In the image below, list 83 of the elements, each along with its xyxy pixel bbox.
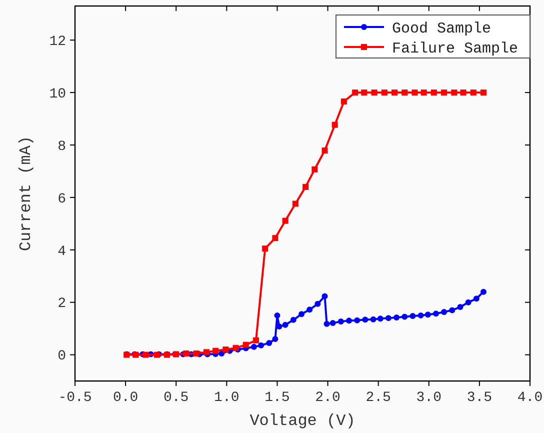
point [272,336,278,342]
x-tick-label: 0.5 [164,390,189,406]
point [290,316,296,323]
point [340,98,347,104]
point [370,316,376,322]
point [377,316,384,322]
legend-label: Good Sample [392,20,492,38]
x-tick-label: 2.0 [315,390,340,406]
x-tick-label: 3.5 [466,390,492,406]
point [381,90,388,96]
point [352,90,358,96]
x-tick-label: 1.0 [214,390,240,406]
point [183,350,190,356]
point [142,352,149,358]
point [354,317,360,324]
y-tick-label: 0 [58,348,66,365]
x-tick-label: -0.5 [58,390,92,406]
point [302,184,309,190]
point [338,318,344,324]
point [306,306,313,313]
point [470,90,476,96]
point [371,90,378,96]
point [449,307,456,314]
point [480,90,486,96]
point [385,315,392,322]
point [298,311,304,318]
x-tick-label: 3.0 [416,390,442,406]
point [362,316,368,323]
point [212,348,219,354]
point [222,346,229,353]
point [392,90,398,96]
point [332,122,338,128]
point [424,312,431,318]
x-axis-title: Voltage (V) [250,412,356,430]
y-tick-label: 12 [49,34,66,50]
point [418,312,424,318]
point [473,296,480,302]
x-tick-label: 0.0 [112,390,138,406]
y-tick-label: 6 [58,191,66,208]
point [420,90,427,96]
point [324,320,330,327]
point [282,218,288,224]
x-tick-label: 2.5 [366,390,391,406]
point [410,312,416,319]
point [193,350,200,356]
point [266,340,272,346]
y-axis-title: Current (mA) [17,136,35,252]
point [432,310,439,317]
point [322,147,328,154]
y-tick-label: 10 [49,86,66,102]
point [402,314,408,320]
y-tick-label: 2 [58,296,66,312]
point [412,90,418,96]
point [465,299,472,306]
point [262,246,268,252]
point [322,293,328,300]
point [460,90,466,96]
point [361,90,368,96]
point [330,320,336,326]
point [258,342,264,348]
point [250,344,257,350]
y-tick-label: 8 [58,138,66,155]
point [451,90,458,96]
point [430,90,437,96]
x-tick-label: 1.5 [264,390,290,406]
point [394,314,400,321]
point [402,90,408,96]
point [346,318,352,324]
point [441,309,448,316]
point [272,235,278,242]
point [457,304,464,310]
y-tick-label: 4 [58,244,66,260]
point [441,90,448,96]
legend-label: Failure Sample [392,40,518,58]
point [480,288,486,295]
point [242,342,249,348]
point [282,322,288,328]
point [312,166,318,172]
point [314,300,321,307]
x-tick-label: 4.0 [517,390,543,406]
point [274,312,280,318]
point [292,200,298,207]
point [252,337,259,344]
